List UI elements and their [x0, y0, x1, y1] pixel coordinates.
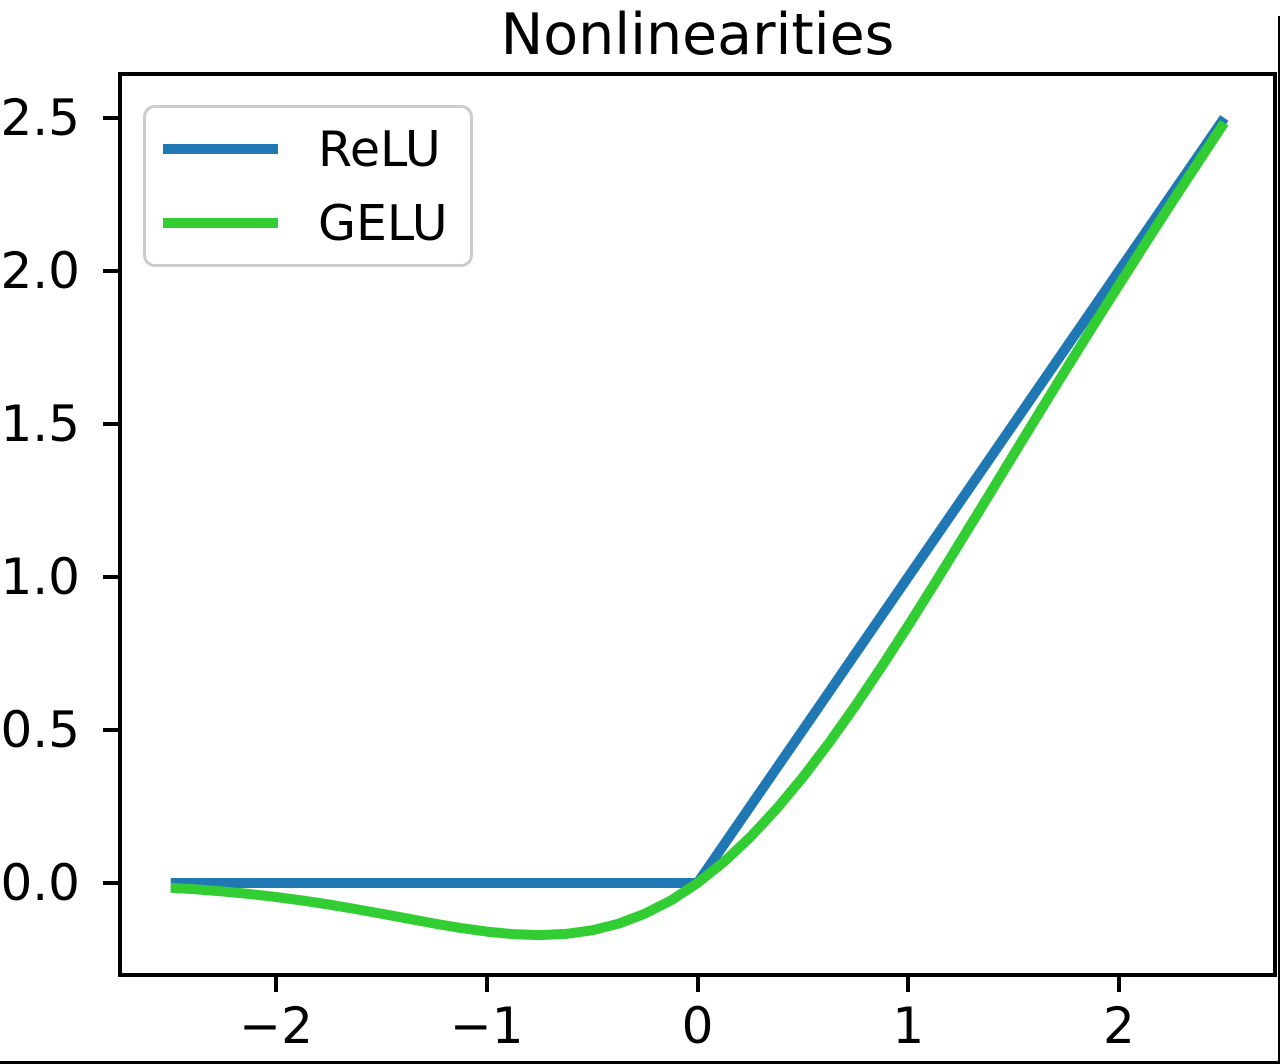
legend-row-gelu: GELU — [163, 186, 470, 260]
y-tick-mark — [103, 728, 118, 732]
y-tick-label: 1.5 — [0, 394, 80, 453]
legend-row-relu: ReLU — [163, 112, 470, 186]
x-tick-mark — [906, 977, 911, 992]
chart-title: Nonlinearities — [500, 2, 895, 68]
x-tick-label: 0 — [681, 997, 714, 1055]
x-tick-label: −2 — [239, 997, 313, 1055]
x-tick-label: 1 — [892, 997, 925, 1055]
x-tick-label: −1 — [449, 997, 524, 1055]
frame-border-right — [1278, 16, 1280, 1064]
x-tick-mark — [1116, 977, 1121, 992]
y-tick-label: 1.0 — [0, 547, 80, 606]
y-tick-label: 2.0 — [0, 241, 80, 300]
x-tick-label: 2 — [1103, 997, 1135, 1055]
y-tick-mark — [103, 421, 118, 426]
legend-label-gelu: GELU — [318, 194, 448, 252]
legend-label-relu: ReLU — [318, 120, 441, 178]
x-tick-mark — [695, 977, 700, 992]
y-tick-mark — [103, 574, 118, 579]
legend-line-sample-gelu — [163, 218, 278, 228]
frame-border-bottom — [0, 1061, 1280, 1064]
series-line-gelu — [170, 119, 1229, 941]
plot-lines-canvas — [170, 115, 1229, 941]
y-tick-label: 0.5 — [0, 701, 80, 759]
x-tick-mark — [274, 977, 279, 992]
legend: ReLU GELU — [143, 105, 473, 267]
y-tick-label: 2.5 — [0, 88, 80, 147]
legend-line-sample-relu — [163, 144, 278, 154]
y-tick-label: 0.0 — [0, 854, 80, 913]
y-tick-mark — [103, 881, 118, 886]
x-tick-mark — [484, 977, 489, 992]
y-tick-mark — [103, 268, 118, 273]
y-tick-mark — [103, 115, 118, 120]
